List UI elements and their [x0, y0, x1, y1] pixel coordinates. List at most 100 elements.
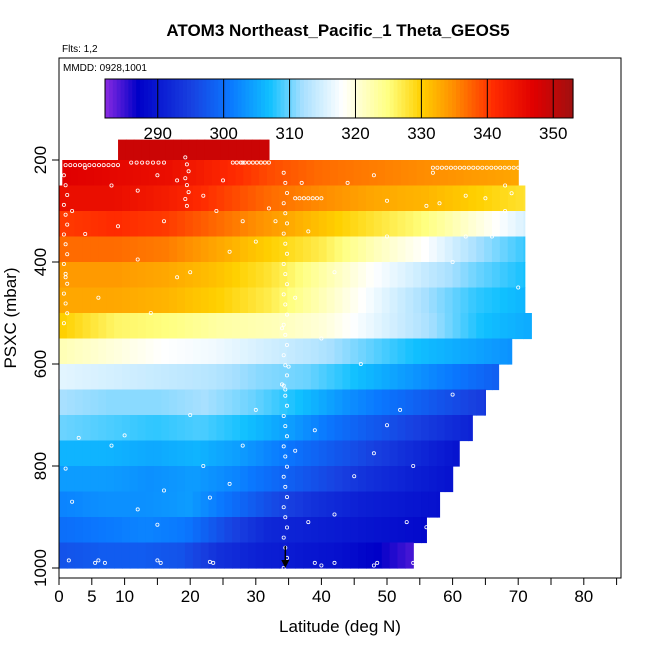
heat-cell-1 [203, 160, 213, 187]
colorbar-segment [335, 79, 340, 118]
heat-cell-8 [310, 338, 320, 365]
heat-cell-9 [161, 364, 170, 391]
heat-cell-9 [169, 364, 178, 391]
x-tick-label: 40 [312, 587, 331, 606]
heat-cell-8 [507, 338, 513, 365]
heat-cell-14 [184, 491, 194, 518]
data-point [312, 560, 317, 565]
data-point [284, 251, 289, 256]
heat-cell-7 [428, 313, 438, 340]
heat-cell-3 [255, 211, 265, 238]
data-point [77, 163, 82, 168]
heat-cell-2 [208, 185, 218, 212]
heat-cell-13 [303, 466, 312, 493]
colorbar-segment [120, 79, 126, 118]
heat-cell-13 [279, 466, 288, 493]
heat-cell-6 [129, 287, 139, 314]
colorbar-segment [346, 79, 352, 118]
heat-cell-7 [263, 313, 273, 340]
heat-cell-2 [460, 185, 469, 212]
colorbar-segment [549, 79, 555, 118]
heat-cell-10 [208, 389, 218, 416]
heat-cell-1 [196, 160, 205, 187]
heat-cell-5 [153, 262, 162, 289]
data-point [96, 295, 101, 300]
data-point [145, 160, 150, 165]
heat-cell-4 [444, 236, 454, 263]
heat-cell-13 [161, 466, 170, 493]
heat-cell-10 [428, 389, 438, 416]
data-point [250, 160, 255, 165]
heat-cell-0 [267, 139, 270, 166]
heat-cell-10 [255, 389, 265, 416]
heat-cell-9 [247, 364, 257, 391]
heat-cell-5 [114, 262, 123, 289]
heat-cell-1 [471, 160, 481, 187]
heat-cell-11 [121, 415, 131, 442]
heat-cell-1 [432, 160, 441, 187]
colorbar-segment [144, 79, 149, 118]
heat-cell-14 [271, 491, 281, 518]
data-point [70, 208, 75, 213]
heat-cell-12 [381, 440, 391, 467]
colorbar-tick-label: 310 [275, 124, 303, 143]
heat-cell-4 [310, 236, 320, 263]
heat-cell-4 [161, 236, 170, 263]
heat-cell-6 [499, 287, 509, 314]
heat-cell-12 [334, 440, 343, 467]
heat-cell-11 [169, 415, 178, 442]
heat-cell-16 [216, 542, 225, 569]
heat-cell-10 [66, 389, 76, 416]
heat-cell-12 [444, 440, 454, 467]
heat-cell-2 [389, 185, 399, 212]
heat-cell-1 [337, 160, 347, 187]
heat-cell-7 [74, 313, 84, 340]
data-point [63, 271, 68, 276]
heat-cell-1 [180, 160, 189, 187]
heat-cell-0 [251, 139, 261, 166]
colorbar-segment [479, 79, 484, 118]
heat-cell-12 [82, 440, 92, 467]
data-point [319, 563, 324, 568]
heat-cell-15 [405, 517, 414, 544]
heat-cell-2 [358, 185, 367, 212]
heat-cell-7 [350, 313, 359, 340]
heat-cell-0 [165, 139, 174, 166]
heat-cell-14 [208, 491, 218, 518]
heat-cell-6 [515, 287, 525, 314]
heat-cell-10 [200, 389, 210, 416]
heat-cell-15 [200, 517, 210, 544]
data-point [66, 558, 71, 563]
heat-cell-11 [326, 415, 336, 442]
data-point [183, 176, 188, 181]
heat-cell-14 [232, 491, 241, 518]
data-point [63, 212, 68, 217]
heat-cell-3 [114, 211, 123, 238]
data-point [186, 169, 191, 174]
heat-cell-2 [263, 185, 273, 212]
heat-cell-0 [141, 139, 151, 166]
heat-cell-4 [74, 236, 84, 263]
colorbar-segment [124, 79, 129, 118]
heat-cell-2 [137, 185, 147, 212]
colorbar-tick-label: 340 [473, 124, 501, 143]
heat-cell-6 [216, 287, 225, 314]
heat-cell-10 [59, 389, 68, 416]
heat-cell-14 [240, 491, 249, 518]
heat-cell-5 [318, 262, 328, 289]
heat-cell-16 [255, 542, 265, 569]
heat-cell-5 [82, 262, 92, 289]
heat-cell-5 [405, 262, 414, 289]
heat-cell-15 [161, 517, 170, 544]
heat-cell-7 [452, 313, 462, 340]
heat-cell-16 [334, 542, 343, 569]
colorbar-segment [319, 79, 324, 118]
colorbar-segment [159, 79, 165, 118]
heat-cell-1 [463, 160, 473, 187]
heat-cell-7 [421, 313, 430, 340]
heat-cell-6 [334, 287, 343, 314]
colorbar-segment [565, 79, 570, 118]
heat-cell-6 [255, 287, 265, 314]
heat-cell-2 [295, 185, 304, 212]
heat-cell-6 [247, 287, 257, 314]
